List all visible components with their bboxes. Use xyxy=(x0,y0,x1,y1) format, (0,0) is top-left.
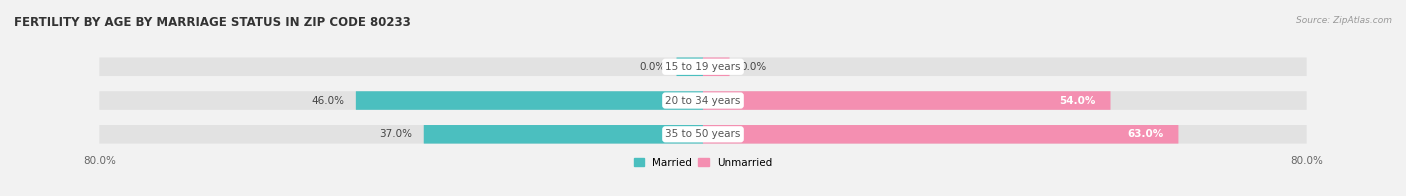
FancyBboxPatch shape xyxy=(676,57,703,76)
Legend: Married, Unmarried: Married, Unmarried xyxy=(630,153,776,172)
FancyBboxPatch shape xyxy=(100,91,1306,110)
Text: 0.0%: 0.0% xyxy=(741,62,766,72)
Text: 37.0%: 37.0% xyxy=(380,129,412,139)
FancyBboxPatch shape xyxy=(423,125,703,144)
Text: 63.0%: 63.0% xyxy=(1128,129,1163,139)
Text: 20 to 34 years: 20 to 34 years xyxy=(665,95,741,105)
Text: FERTILITY BY AGE BY MARRIAGE STATUS IN ZIP CODE 80233: FERTILITY BY AGE BY MARRIAGE STATUS IN Z… xyxy=(14,16,411,29)
FancyBboxPatch shape xyxy=(703,91,1111,110)
FancyBboxPatch shape xyxy=(100,57,1306,76)
FancyBboxPatch shape xyxy=(703,125,1178,144)
Text: 15 to 19 years: 15 to 19 years xyxy=(665,62,741,72)
Text: 46.0%: 46.0% xyxy=(312,95,344,105)
Text: 35 to 50 years: 35 to 50 years xyxy=(665,129,741,139)
FancyBboxPatch shape xyxy=(356,91,703,110)
Text: Source: ZipAtlas.com: Source: ZipAtlas.com xyxy=(1296,16,1392,25)
FancyBboxPatch shape xyxy=(100,125,1306,144)
Text: 0.0%: 0.0% xyxy=(640,62,665,72)
FancyBboxPatch shape xyxy=(703,57,730,76)
Text: 54.0%: 54.0% xyxy=(1059,95,1095,105)
